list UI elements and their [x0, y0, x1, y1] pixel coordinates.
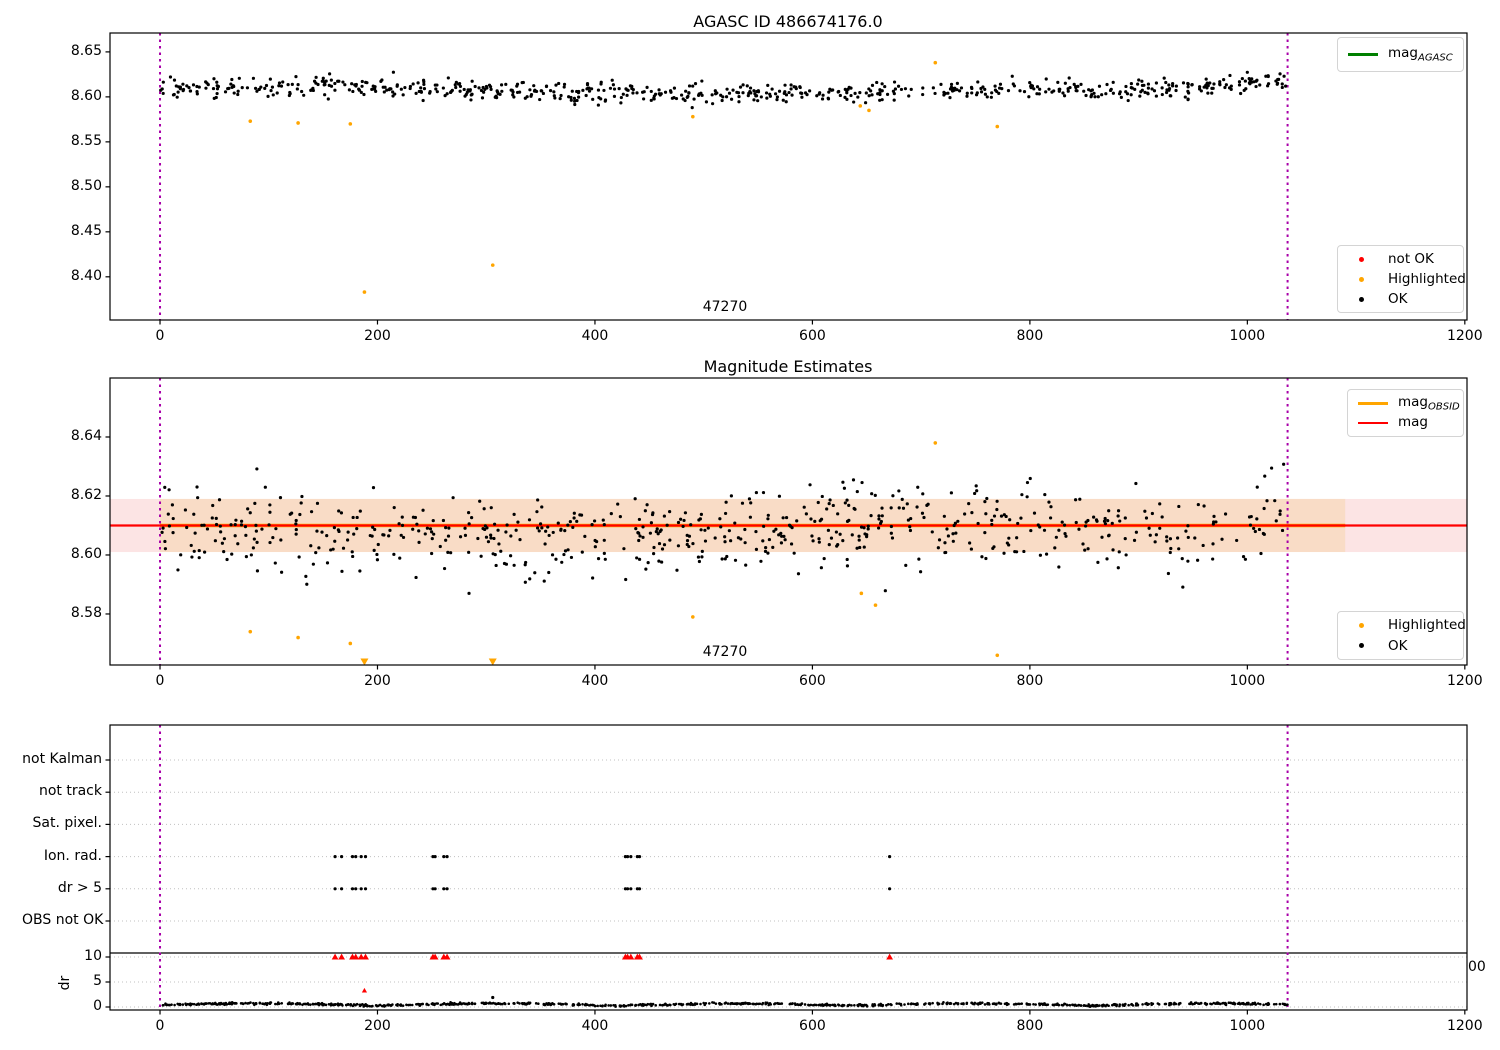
legend-mag-agasc: magAGASC	[1337, 37, 1464, 72]
x-tick-label: 400	[581, 1018, 609, 1034]
x-tick-label: 400	[581, 673, 609, 689]
dr-tick-label: 0	[93, 998, 102, 1014]
category-tick-label: OBS not OK	[22, 912, 104, 928]
legend-label: mag	[1398, 413, 1428, 430]
y-tick-label: 8.55	[70, 132, 102, 149]
legend-row: not OK	[1346, 249, 1455, 269]
x-tick-label: 0	[155, 328, 165, 344]
red-line-sample	[1358, 421, 1388, 425]
flag-points	[333, 855, 892, 891]
black-dot-sample	[1359, 296, 1364, 302]
dr-clipped-high	[331, 953, 894, 1000]
category-tick-label: Ion. rad.	[43, 847, 102, 864]
top-scatter-ok	[159, 70, 1288, 110]
x-tick-label: 0	[155, 1018, 165, 1034]
x-tick-label: 600	[799, 1018, 826, 1034]
x-tick-label: 1000	[1229, 328, 1266, 344]
middle-scatter-highlighted	[248, 441, 1000, 666]
y-tick-label: 8.58	[70, 604, 102, 621]
dr-tick-label: 5	[93, 973, 102, 989]
y-tick-label: 8.64	[70, 427, 102, 444]
dr-tick-label: 10	[84, 948, 102, 964]
category-tick-label: not track	[38, 783, 102, 800]
legend-label: magAGASC	[1388, 45, 1453, 64]
dr-trace	[161, 1001, 1289, 1008]
x-tick-label: 1200	[1446, 673, 1483, 689]
legend-row: Highlighted	[1346, 615, 1466, 636]
legend-row: OK	[1346, 636, 1455, 657]
obsid-annotation-top: 47270	[702, 299, 748, 315]
category-tick-label: Sat. pixel.	[32, 815, 102, 832]
x-tick-label: 1200	[1446, 328, 1483, 344]
x-tick-label: 800	[1016, 673, 1044, 689]
x-tick-label: 0	[155, 673, 165, 689]
x-tick-label: 200	[364, 1018, 391, 1034]
x-tick-label: 800	[1016, 1018, 1044, 1034]
legend-mag-obsid: magOBSID mag	[1347, 389, 1464, 437]
legend-row: magAGASC	[1346, 44, 1455, 66]
y-tick-label: 8.62	[70, 486, 102, 503]
black-dot-sample	[1359, 643, 1364, 649]
x-tick-label: 200	[364, 328, 391, 344]
y-tick-label: 8.60	[70, 87, 102, 104]
x-tick-label: 200	[364, 673, 391, 689]
orange-dot-sample	[1359, 276, 1364, 282]
y-tick-label: 8.50	[70, 177, 102, 194]
legend-label: magOBSID	[1398, 393, 1460, 413]
top-scatter-highlighted	[248, 60, 1000, 294]
y-tick-label: 8.45	[70, 222, 102, 239]
clipped-tick-fragment: 00	[1468, 959, 1486, 975]
legend-row: OK	[1346, 289, 1455, 309]
x-tick-label: 1200	[1446, 1018, 1483, 1034]
y-tick-label: 8.65	[70, 42, 102, 59]
red-dot-sample	[1359, 256, 1364, 262]
x-tick-label: 800	[1016, 328, 1044, 344]
middle-plot-title: Magnitude Estimates	[703, 357, 873, 376]
legend-row: mag	[1356, 413, 1455, 433]
x-tick-label: 400	[581, 328, 609, 344]
x-tick-label: 600	[799, 328, 826, 344]
legend-markers-middle: Highlighted OK	[1337, 611, 1466, 660]
green-line-sample	[1348, 53, 1378, 56]
legend-markers-top: not OK Highlighted OK	[1337, 245, 1466, 313]
x-tick-label: 600	[799, 673, 826, 689]
middle-scatter-ok	[160, 462, 1286, 595]
y-tick-label: 8.40	[70, 267, 102, 284]
top-plot-title: AGASC ID 486674176.0	[693, 12, 883, 31]
legend-row: Highlighted	[1346, 269, 1466, 289]
y-tick-label: 8.60	[70, 545, 102, 562]
x-tick-label: 1000	[1229, 673, 1266, 689]
x-tick-label: 1000	[1229, 1018, 1266, 1034]
orange-dot-sample	[1359, 622, 1364, 628]
orange-line-sample	[1358, 401, 1388, 405]
legend-row: magOBSID	[1356, 393, 1460, 413]
category-tick-label: not Kalman	[22, 751, 102, 767]
category-tick-label: dr > 5	[57, 879, 102, 896]
obsid-annotation-middle: 47270	[702, 644, 748, 660]
